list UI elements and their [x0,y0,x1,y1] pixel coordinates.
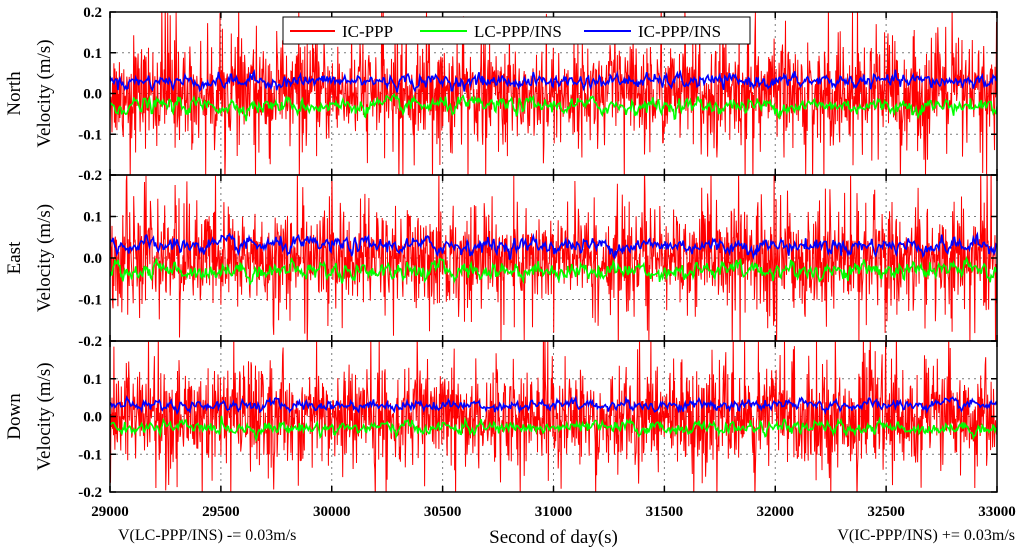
y-axis-title-north-line1: North [4,71,25,116]
legend: IC-PPP LC-PPP/INS IC-PPP/INS [282,16,751,45]
series-ic-ppp-ins-east [110,231,997,261]
series-group-north [110,12,997,175]
series-group-east [110,175,997,341]
y-tick-label: -0.1 [78,127,102,143]
panel-down: -0.2 -0.1 0.0 0.1 Down Velocity (m/s) [4,340,998,501]
y-tick-label: -0.1 [78,447,102,463]
x-axis-title: Second of day(s) [489,527,618,548]
x-tick-label: 30500 [424,504,462,520]
series-ic-ppp-north [110,12,997,175]
x-tick-label: 29500 [202,504,240,520]
legend-label-ic-ppp: IC-PPP [342,22,393,41]
series-group-down [110,341,997,492]
series-lc-ppp-ins-down [110,415,997,443]
y-tick-label: -0.1 [78,293,102,309]
x-tick-label: 31000 [535,504,573,520]
series-lc-ppp-ins-east [110,256,997,285]
legend-entry-ic-ppp-ins: IC-PPP/INS [584,22,721,41]
series-lc-ppp-ins-north [110,92,997,122]
y-axis-title-north-line2: Velocity (m/s) [34,39,55,147]
x-tick-label: 32000 [757,504,795,520]
panel-east: -0.2 -0.1 0.0 0.1 East Velocity (m/s) [4,174,998,350]
y-axis-title-east-line1: East [4,241,25,274]
legend-box [282,16,751,45]
x-tick-label: 30000 [313,504,351,520]
x-axis: 29000 29500 30000 30500 31000 31500 32000 32500… [91,504,1016,520]
legend-label-ic-ppp-ins: IC-PPP/INS [638,22,721,41]
y-tick-label: 0.2 [83,5,102,21]
legend-entry-ic-ppp: IC-PPP [290,22,393,41]
y-tick-label: -0.2 [78,485,102,501]
y-tick-label: 0.1 [83,46,102,62]
annotation-right: V(IC-PPP/INS) += 0.03m/s [837,527,1015,544]
x-tick-label: 33000 [978,504,1016,520]
x-tick-label: 31500 [646,504,684,520]
y-axis-title-down-line1: Down [4,393,25,440]
y-tick-label: 0.0 [83,87,102,103]
y-tick-label: 0.0 [83,410,102,426]
y-tick-label: 0.0 [83,251,102,267]
y-axis-title-east-line2: Velocity (m/s) [34,204,55,312]
series-ic-ppp-down [110,341,997,492]
y-tick-label: -0.2 [78,334,102,350]
series-ic-ppp-ins-down [110,395,997,416]
y-tick-label: 0.1 [83,210,102,226]
x-tick-label: 29000 [91,504,129,520]
y-tick-label: -0.2 [78,168,102,184]
legend-entry-lc-ppp-ins: LC-PPP/INS [420,22,562,41]
y-tick-label: 0.1 [83,372,102,388]
annotation-left: V(LC-PPP/INS) -= 0.03m/s [118,527,296,544]
legend-label-lc-ppp-ins: LC-PPP/INS [474,22,562,41]
y-axis-title-down-line2: Velocity (m/s) [34,362,55,470]
series-ic-ppp-ins-north [110,68,997,93]
x-tick-label: 32500 [867,504,905,520]
